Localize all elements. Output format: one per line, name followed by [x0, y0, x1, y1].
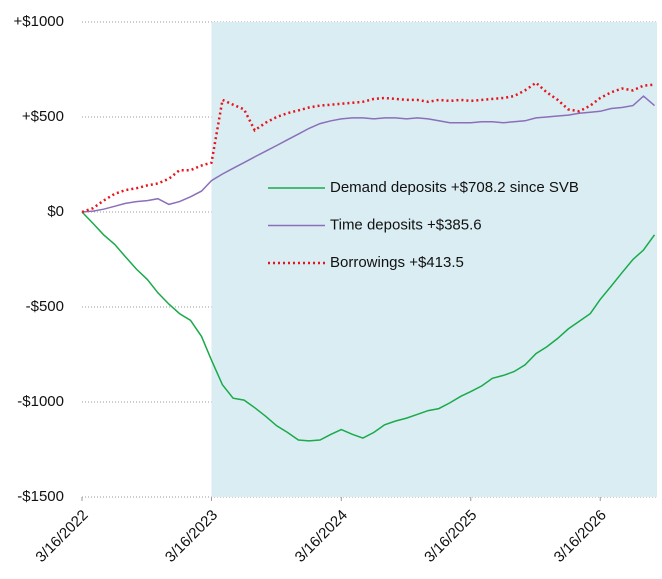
x-tick-label: 3/16/2024	[292, 507, 351, 566]
y-tick-label: -$1000	[17, 393, 64, 410]
x-tick-label: 3/16/2026	[551, 507, 610, 566]
y-tick-label: -$500	[26, 298, 64, 315]
y-tick-label: +$500	[22, 108, 64, 125]
y-tick-label: $0	[47, 203, 64, 220]
legend-label: Borrowings +$413.5	[330, 254, 464, 271]
x-tick-label: 3/16/2023	[162, 507, 221, 566]
y-tick-label: -$1500	[17, 488, 64, 505]
series-line	[81, 81, 655, 214]
x-tick-label: 3/16/2022	[32, 507, 91, 566]
legend-label: Demand deposits +$708.2 since SVB	[330, 179, 579, 196]
legend-label: Time deposits +$385.6	[330, 216, 482, 233]
series-line	[81, 95, 655, 213]
x-tick-label: 3/16/2025	[421, 507, 480, 566]
shaded-region	[211, 22, 658, 497]
y-tick-label: +$1000	[14, 13, 64, 30]
series-line	[81, 211, 656, 442]
